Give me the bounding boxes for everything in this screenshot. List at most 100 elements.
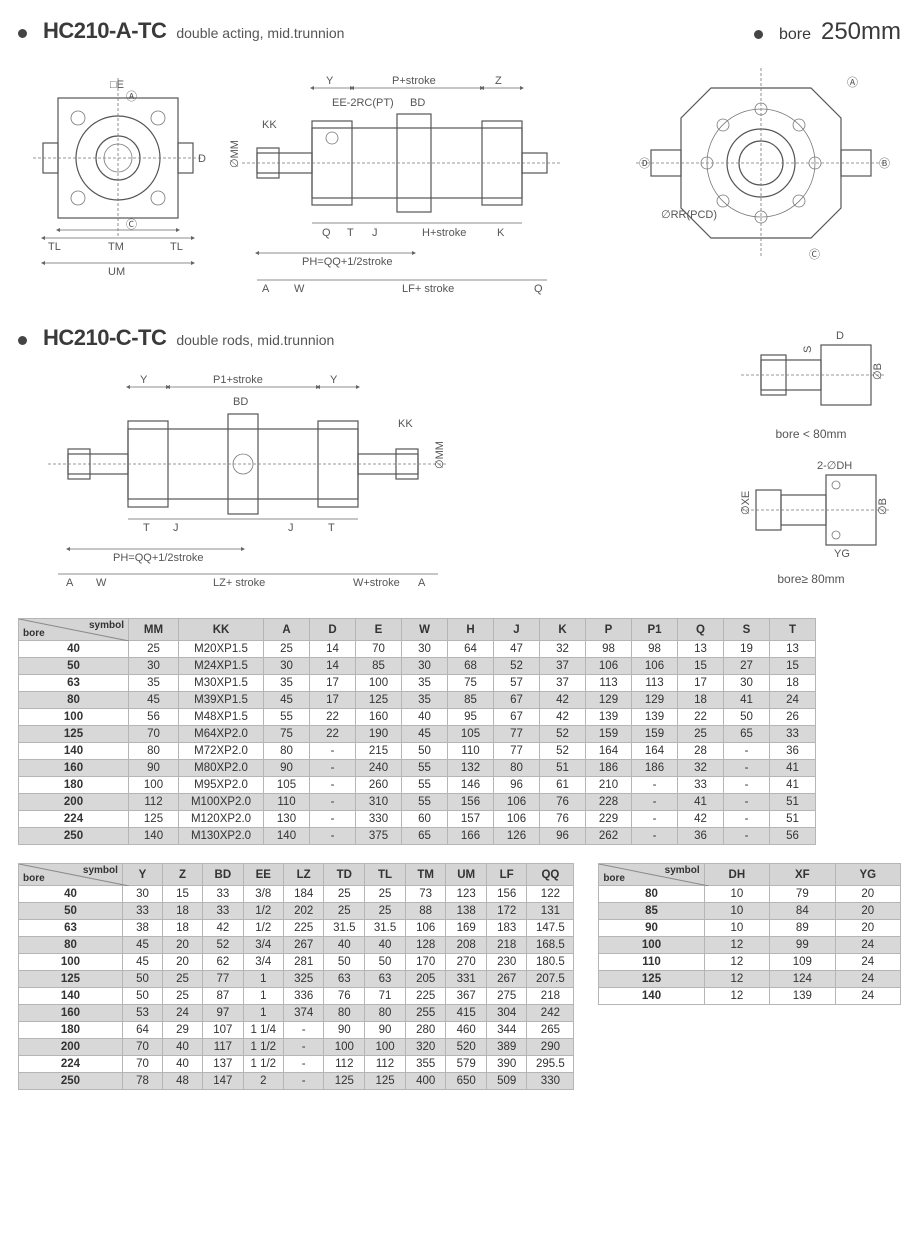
data-cell: 146 — [448, 777, 494, 794]
bore-cell: 140 — [19, 743, 129, 760]
data-cell: 77 — [203, 971, 244, 988]
data-cell: 76 — [324, 988, 365, 1005]
data-cell: 18 — [678, 692, 724, 709]
data-cell: 40 — [402, 709, 448, 726]
data-cell: 225 — [283, 920, 324, 937]
col-header: TD — [324, 864, 365, 886]
data-cell: 106 — [632, 658, 678, 675]
headings-row: HC210-A-TC double acting, mid.trunnion b… — [18, 18, 901, 46]
data-cell: 331 — [446, 971, 487, 988]
data-cell: 100 — [129, 777, 179, 794]
data-cell: 100 — [365, 1039, 406, 1056]
data-cell: 25 — [324, 886, 365, 903]
data-cell: M95XP2.0 — [179, 777, 264, 794]
data-cell: 25 — [163, 988, 203, 1005]
data-cell: 80 — [494, 760, 540, 777]
data-cell: 65 — [724, 726, 770, 743]
data-cell: 106 — [494, 811, 540, 828]
data-cell: 1 1/2 — [243, 1039, 283, 1056]
data-cell: 50 — [324, 954, 365, 971]
data-cell: 184 — [283, 886, 324, 903]
data-cell: 27 — [724, 658, 770, 675]
data-cell: 228 — [586, 794, 632, 811]
col-header: A — [264, 619, 310, 641]
data-cell: 76 — [540, 794, 586, 811]
data-cell: - — [724, 777, 770, 794]
data-cell: 202 — [283, 903, 324, 920]
data-cell: 2 — [243, 1073, 283, 1090]
col-header: W — [402, 619, 448, 641]
dim-B: ∅B — [877, 498, 889, 515]
bore-cell: 63 — [19, 675, 129, 692]
data-cell: 20 — [835, 886, 900, 903]
table-3: symbolboreDHXFYG801079208510842090108920… — [598, 863, 901, 1005]
data-cell: 281 — [283, 954, 324, 971]
data-cell: 42 — [678, 811, 724, 828]
dim-LF: LF+ stroke — [402, 283, 454, 295]
drawings-top-row: □E Ⓐ D Ⓒ TL TM TL UM — [18, 58, 901, 303]
dim-H: H+stroke — [422, 227, 466, 239]
data-cell: 509 — [486, 1073, 527, 1090]
data-cell: 170 — [405, 954, 446, 971]
data-cell: 85 — [448, 692, 494, 709]
dim-PH: PH=QQ+1/2stroke — [113, 552, 204, 564]
data-cell: 240 — [356, 760, 402, 777]
data-cell: 41 — [770, 760, 816, 777]
dim-T: T — [347, 227, 354, 239]
caption-small: bore < 80mm — [721, 427, 901, 441]
data-cell: 260 — [356, 777, 402, 794]
data-cell: 76 — [540, 811, 586, 828]
data-cell: 25 — [365, 903, 406, 920]
col-header: S — [724, 619, 770, 641]
data-cell: 32 — [678, 760, 724, 777]
corner-cell: symbolbore — [19, 619, 129, 641]
diagram-front-flange: □E Ⓐ D Ⓒ TL TM TL UM — [18, 58, 208, 303]
bore-cell: 50 — [19, 658, 129, 675]
data-cell: 207.5 — [527, 971, 574, 988]
data-cell: 30 — [129, 658, 179, 675]
data-cell: 109 — [770, 954, 836, 971]
data-cell: 64 — [122, 1022, 162, 1039]
data-cell: 45 — [264, 692, 310, 709]
dim-E: □E — [110, 79, 124, 91]
col-header: LF — [486, 864, 527, 886]
bore-cell: 90 — [599, 920, 704, 937]
data-cell: 25 — [324, 903, 365, 920]
data-cell: 355 — [405, 1056, 446, 1073]
col-header: J — [494, 619, 540, 641]
bore-cell: 85 — [599, 903, 704, 920]
data-cell: 24 — [770, 692, 816, 709]
data-cell: - — [632, 777, 678, 794]
data-cell: 1 — [243, 988, 283, 1005]
data-cell: 20 — [835, 903, 900, 920]
data-cell: 20 — [163, 954, 203, 971]
dim-Z: Z — [495, 75, 502, 87]
data-cell: 1 — [243, 971, 283, 988]
data-cell: 31.5 — [365, 920, 406, 937]
data-cell: 190 — [356, 726, 402, 743]
col-header: T — [770, 619, 816, 641]
col-header: YG — [835, 864, 900, 886]
data-cell: 80 — [365, 1005, 406, 1022]
data-cell: 33 — [678, 777, 724, 794]
data-cell: 105 — [448, 726, 494, 743]
data-cell: 40 — [163, 1039, 203, 1056]
data-cell: - — [724, 828, 770, 845]
data-cell: M39XP1.5 — [179, 692, 264, 709]
data-cell: M80XP2.0 — [179, 760, 264, 777]
data-cell: 45 — [402, 726, 448, 743]
data-cell: 40 — [324, 937, 365, 954]
bore-cell: 224 — [19, 1056, 123, 1073]
col-header: UM — [446, 864, 487, 886]
data-cell: 90 — [129, 760, 179, 777]
data-cell: 24 — [835, 971, 900, 988]
data-cell: 110 — [448, 743, 494, 760]
data-cell: 295.5 — [527, 1056, 574, 1073]
dim-PH: PH=QQ+1/2stroke — [302, 256, 393, 268]
data-cell: 139 — [770, 988, 836, 1005]
data-cell: 112 — [129, 794, 179, 811]
corner-cell: symbolbore — [19, 864, 123, 886]
dim-A: A — [66, 577, 74, 589]
data-cell: 88 — [405, 903, 446, 920]
data-cell: - — [310, 743, 356, 760]
